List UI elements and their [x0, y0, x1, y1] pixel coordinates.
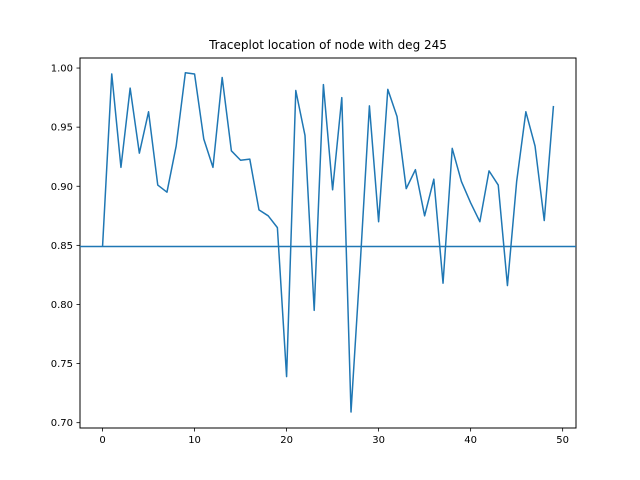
plot-area-frame	[79, 57, 577, 429]
x-tick-label: 0	[99, 435, 105, 446]
series-lines	[101, 72, 555, 413]
x-tick-label: 50	[556, 435, 569, 446]
y-tick-label: 0.75	[51, 359, 73, 370]
chart-title: Traceplot location of node with deg 245	[208, 38, 447, 52]
x-tick-label: 40	[464, 435, 477, 446]
x-tick-label: 10	[188, 435, 201, 446]
y-tick-label: 0.70	[51, 418, 73, 429]
y-tick-label: 0.95	[51, 123, 73, 134]
y-tick-label: 1.00	[51, 64, 73, 75]
y-tick-label: 0.90	[51, 182, 73, 193]
trace-line	[101, 72, 555, 413]
x-tick-label: 30	[372, 435, 385, 446]
x-tick-label: 20	[280, 435, 293, 446]
y-tick-label: 0.85	[51, 241, 73, 252]
x-axis: 0 10 20 30 40 50	[99, 428, 569, 446]
y-axis: 0.70 0.75 0.80 0.85 0.90 0.95 1.00	[51, 64, 80, 429]
y-tick-label: 0.80	[51, 300, 73, 311]
